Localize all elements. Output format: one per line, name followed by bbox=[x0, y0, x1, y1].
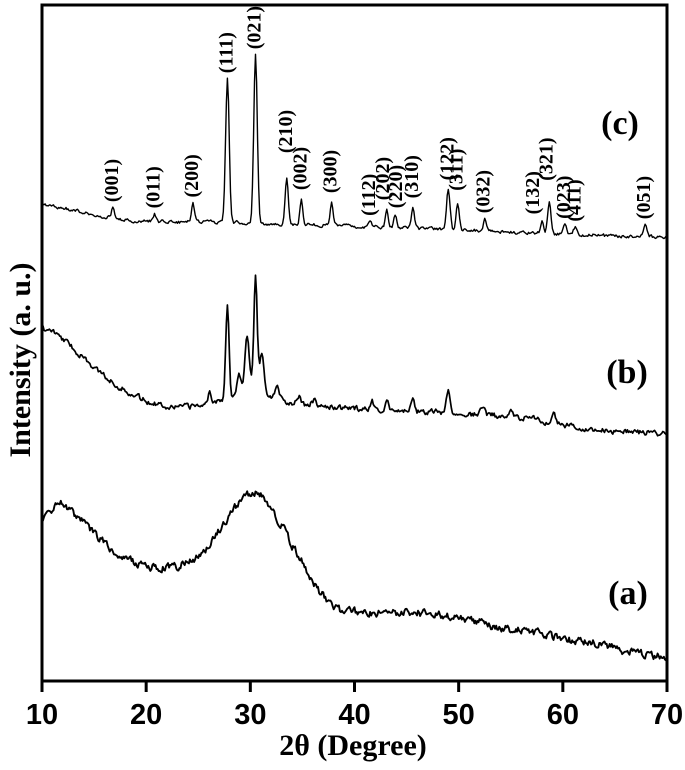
hkl-label-032: (032) bbox=[473, 170, 495, 213]
hkl-label-001: (001) bbox=[101, 159, 123, 202]
series-label-c: (c) bbox=[601, 105, 639, 142]
hkl-label-200: (200) bbox=[181, 154, 203, 197]
hkl-label-021: (021) bbox=[244, 6, 266, 49]
hkl-label-023: (023) bbox=[553, 176, 575, 219]
xrd-curve-c bbox=[41, 53, 668, 240]
y-axis-title: Intensity (a. u.) bbox=[4, 262, 37, 457]
x-tick-label-50: 50 bbox=[443, 699, 475, 731]
hkl-label-132: (132) bbox=[522, 171, 544, 214]
x-tick-label-30: 30 bbox=[234, 699, 266, 731]
x-axis-title: 2θ (Degree) bbox=[279, 729, 427, 762]
x-tick-label-10: 10 bbox=[26, 699, 58, 731]
hkl-label-202: (202) bbox=[372, 157, 394, 200]
hkl-label-411: (411) bbox=[563, 179, 585, 221]
hkl-label-111: (111) bbox=[215, 32, 237, 73]
xrd-curve-b bbox=[41, 274, 668, 437]
hkl-label-051: (051) bbox=[633, 176, 655, 219]
hkl-label-011: (011) bbox=[143, 166, 165, 208]
plot-area: 10 20 30 40 50 60 70 (a) (b) (c) (001) (011) (200) (1… bbox=[26, 3, 683, 731]
hkl-label-002: (002) bbox=[289, 147, 311, 190]
hkl-label-300: (300) bbox=[320, 150, 342, 193]
x-tick-label-40: 40 bbox=[338, 699, 370, 731]
hkl-label-210: (210) bbox=[275, 110, 297, 153]
hkl-label-112: (112) bbox=[358, 174, 380, 216]
x-tick-label-70: 70 bbox=[651, 699, 683, 731]
x-tick-label-20: 20 bbox=[130, 699, 162, 731]
hkl-label-321: (321) bbox=[535, 137, 557, 180]
series-label-a: (a) bbox=[608, 575, 648, 612]
xrd-curve-a bbox=[41, 490, 668, 662]
hkl-label-311: (311) bbox=[446, 149, 468, 191]
x-tick-label-60: 60 bbox=[547, 699, 579, 731]
hkl-label-310: (310) bbox=[401, 155, 423, 198]
series-label-b: (b) bbox=[606, 354, 648, 391]
plot-frame bbox=[40, 3, 669, 683]
hkl-label-122: (122) bbox=[436, 137, 458, 180]
hkl-label-220: (220) bbox=[385, 165, 407, 208]
